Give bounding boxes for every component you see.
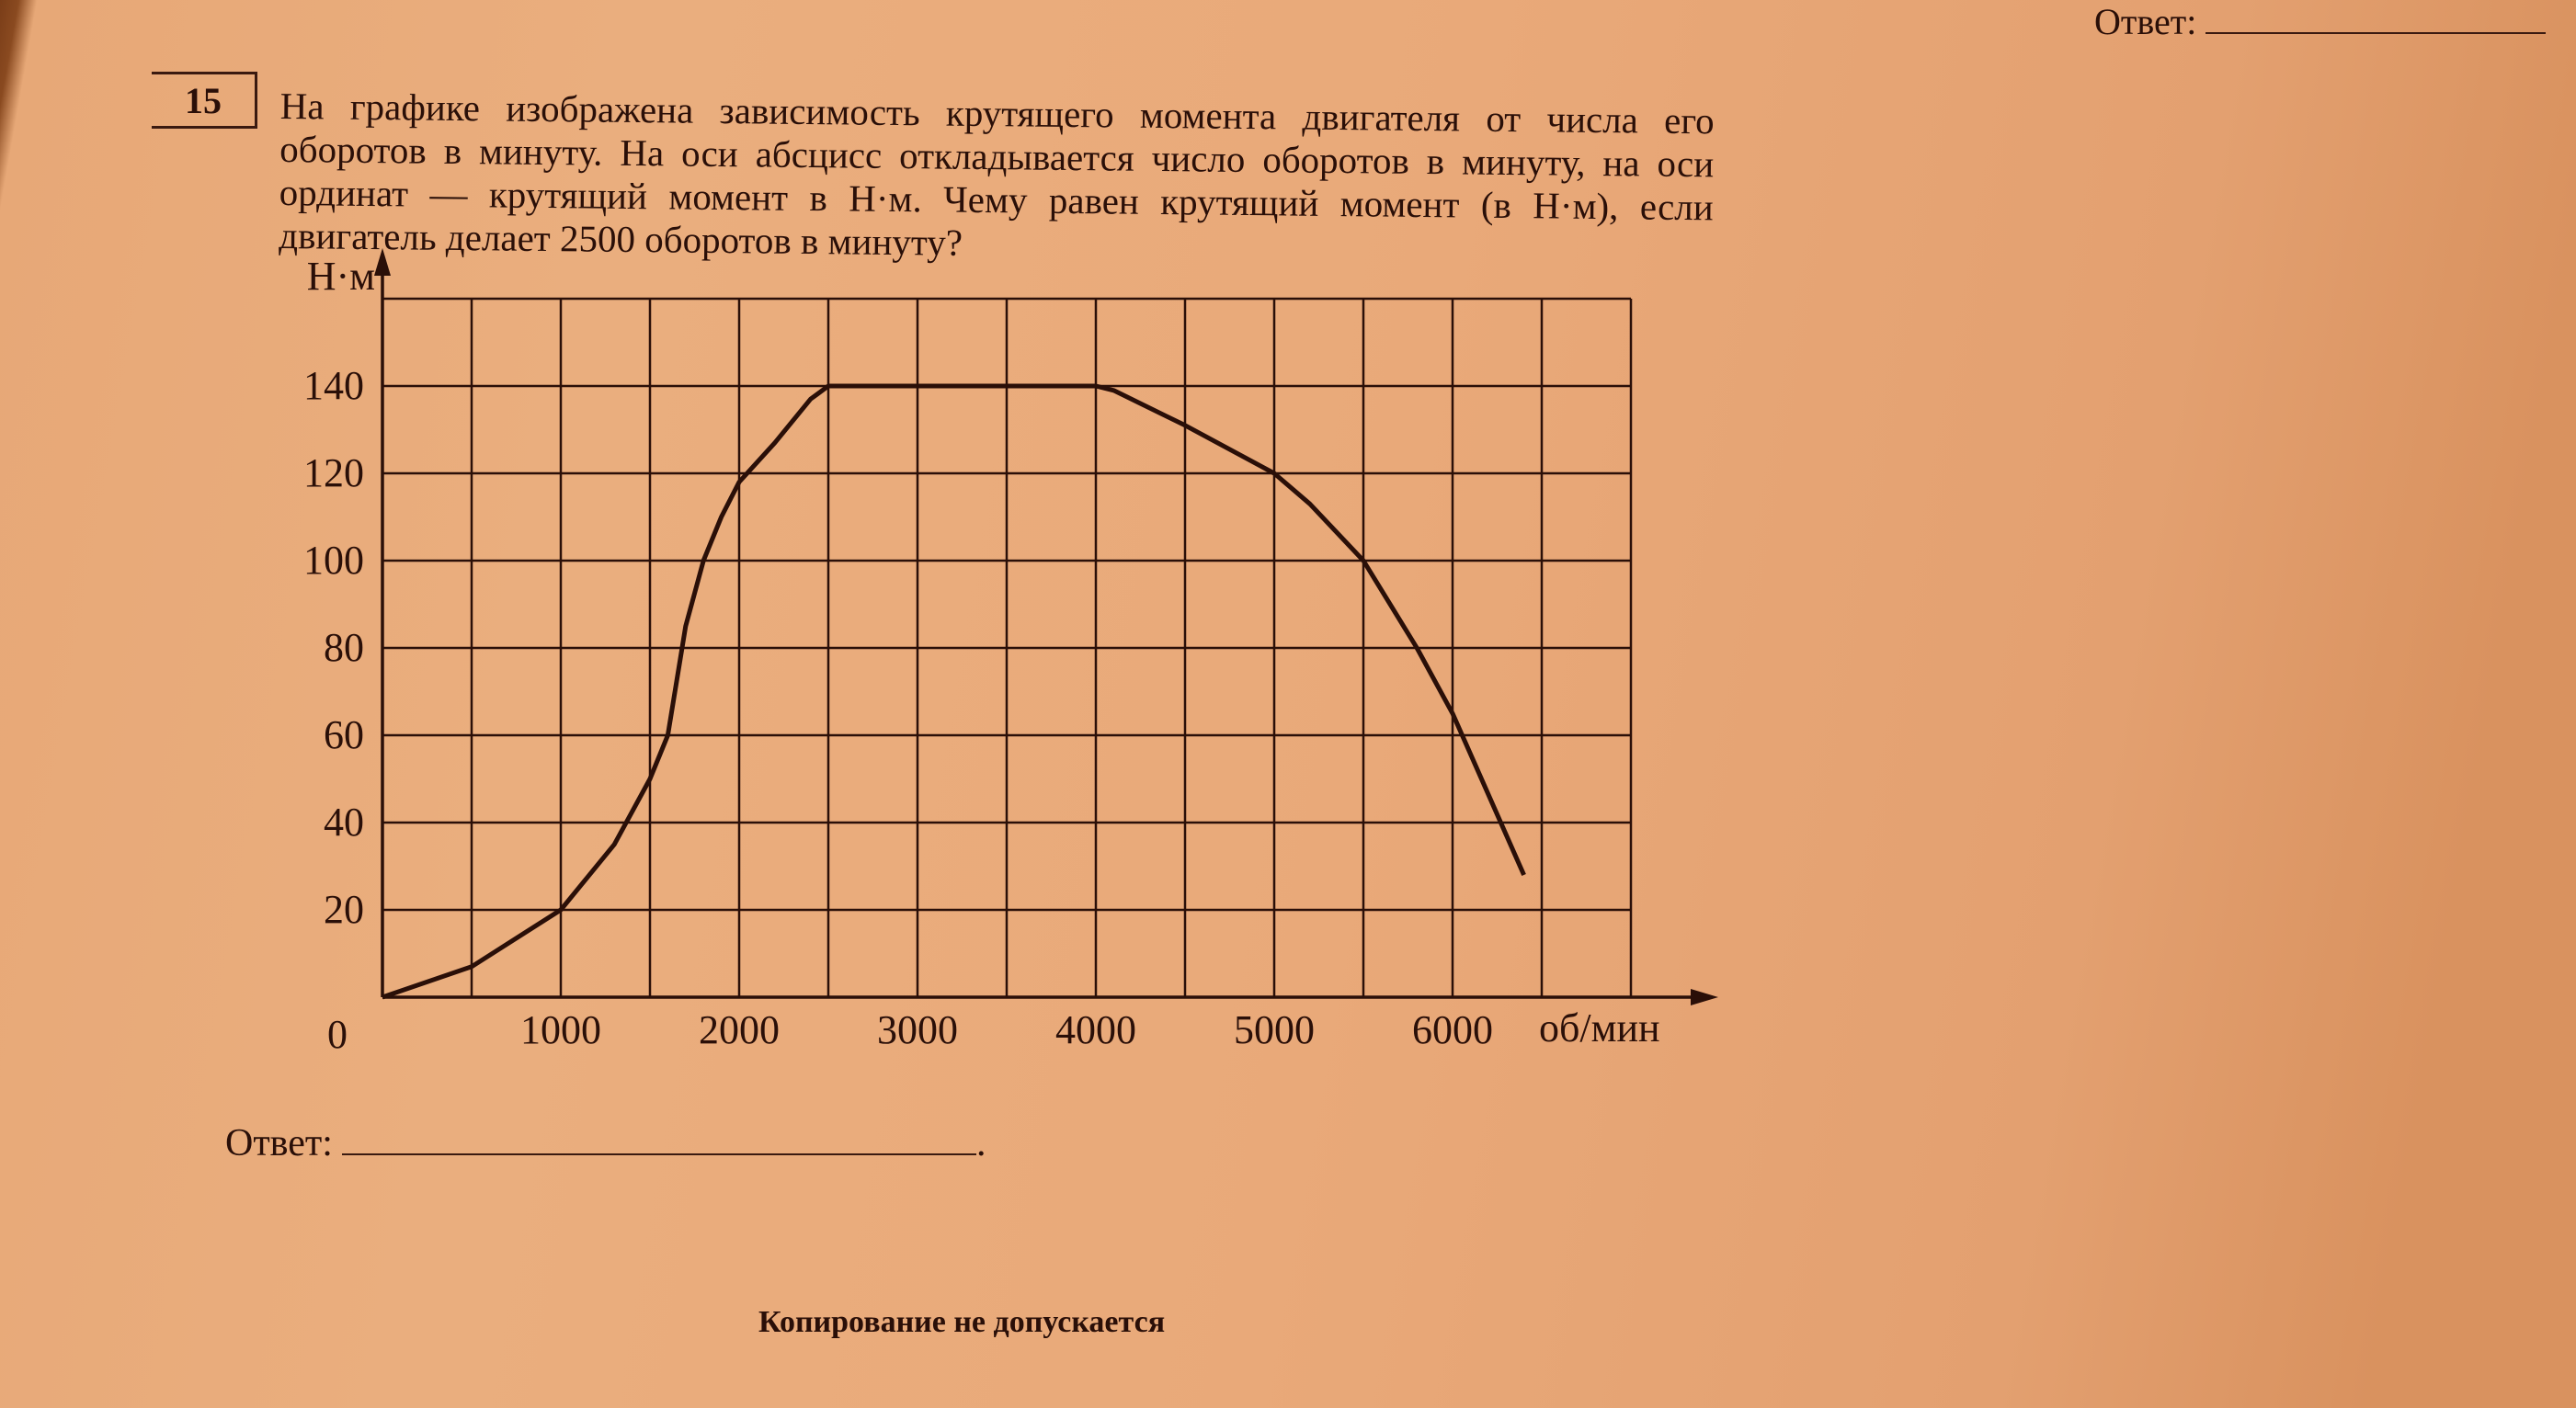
question-number: 15	[152, 72, 257, 129]
copy-notice: Копирование не допускается	[758, 1305, 1166, 1339]
y-axis-arrow-icon	[374, 248, 391, 276]
top-answer-label: Ответ:	[2094, 1, 2197, 42]
tick-labels: 1000 2000 3000 4000 5000 6000 20 40 60 80 100 120 14…	[303, 363, 1493, 1052]
y-tick-label: 100	[303, 538, 364, 583]
answer-label: Ответ:	[225, 1122, 333, 1164]
y-axis-label: Н·м	[307, 254, 375, 299]
top-answer-field: Ответ:	[2094, 0, 2547, 43]
y-tick-label: 120	[303, 450, 364, 495]
x-tick-label: 1000	[520, 1007, 601, 1052]
x-tick-label: 3000	[877, 1007, 958, 1052]
axes	[374, 248, 1718, 1005]
y-tick-label: 20	[324, 887, 364, 932]
x-tick-label: 4000	[1055, 1007, 1136, 1052]
origin-label: 0	[327, 1012, 348, 1057]
x-axis-label: об/мин	[1539, 1005, 1660, 1050]
answer-input-line[interactable]	[341, 1153, 976, 1155]
torque-curve	[382, 383, 1526, 1000]
x-axis-arrow-icon	[1691, 989, 1718, 1005]
top-answer-line[interactable]	[2206, 32, 2547, 34]
y-tick-label: 40	[324, 800, 364, 845]
y-tick-label: 80	[324, 625, 364, 670]
answer-suffix: .	[975, 1122, 986, 1164]
x-tick-label: 6000	[1412, 1007, 1493, 1052]
answer-field: Ответ:.	[225, 1121, 986, 1165]
x-tick-label: 5000	[1234, 1007, 1315, 1052]
grid	[382, 297, 1633, 997]
y-tick-label: 140	[303, 363, 364, 408]
x-tick-label: 2000	[699, 1007, 780, 1052]
y-tick-label: 60	[324, 712, 364, 757]
